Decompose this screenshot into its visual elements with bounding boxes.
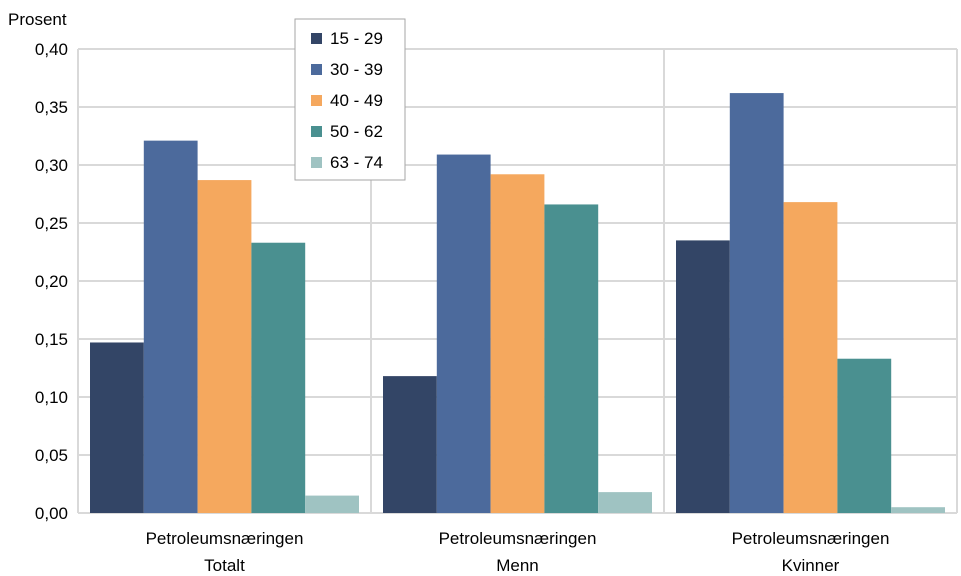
bar	[436, 154, 491, 513]
legend-swatch	[311, 95, 322, 106]
y-tick-label: 0,40	[35, 40, 68, 59]
y-tick-label: 0,05	[35, 446, 68, 465]
category-label-line1: Petroleumsnæringen	[439, 529, 597, 548]
legend-label: 50 - 62	[330, 122, 383, 141]
legend-swatch	[311, 126, 322, 137]
legend-label: 15 - 29	[330, 29, 383, 48]
y-tick-label: 0,15	[35, 330, 68, 349]
legend-label: 40 - 49	[330, 91, 383, 110]
bar	[598, 492, 652, 513]
bar	[251, 242, 306, 513]
bars	[90, 93, 945, 513]
category-label-line2: Totalt	[204, 556, 245, 575]
bar	[383, 376, 437, 513]
bar	[837, 358, 892, 513]
y-tick-label: 0,10	[35, 388, 68, 407]
legend-label: 63 - 74	[330, 153, 383, 172]
y-axis-label: Prosent	[8, 10, 67, 29]
bar	[544, 204, 599, 513]
legend-label: 30 - 39	[330, 60, 383, 79]
legend: 15 - 29 30 - 39 40 - 49 50 - 62 63 - 74	[294, 18, 406, 181]
y-tick-label: 0,00	[35, 504, 68, 523]
category-label-line1: Petroleumsnæringen	[146, 529, 304, 548]
y-tick-label: 0,35	[35, 98, 68, 117]
legend-swatch	[311, 33, 322, 44]
category-labels: Petroleumsnæringen Totalt Petroleumsnæring…	[146, 529, 890, 575]
bar	[729, 93, 784, 513]
y-tick-label: 0,20	[35, 272, 68, 291]
y-tick-label: 0,30	[35, 156, 68, 175]
bar	[143, 140, 198, 513]
category-label-line2: Menn	[496, 556, 539, 575]
bar	[197, 180, 252, 513]
legend-swatch	[311, 157, 322, 168]
legend-swatch	[311, 64, 322, 75]
bar	[490, 174, 545, 513]
bar	[891, 507, 945, 513]
category-label-line1: Petroleumsnæringen	[732, 529, 890, 548]
bar	[783, 202, 838, 513]
bar	[676, 240, 730, 513]
y-tick-label: 0,25	[35, 214, 68, 233]
y-ticks: 0,00 0,05 0,10 0,15 0,20 0,25 0,30 0,35 0,40	[35, 40, 68, 523]
bar	[90, 342, 144, 513]
category-label-line2: Kvinner	[782, 556, 840, 575]
bar	[305, 495, 359, 513]
